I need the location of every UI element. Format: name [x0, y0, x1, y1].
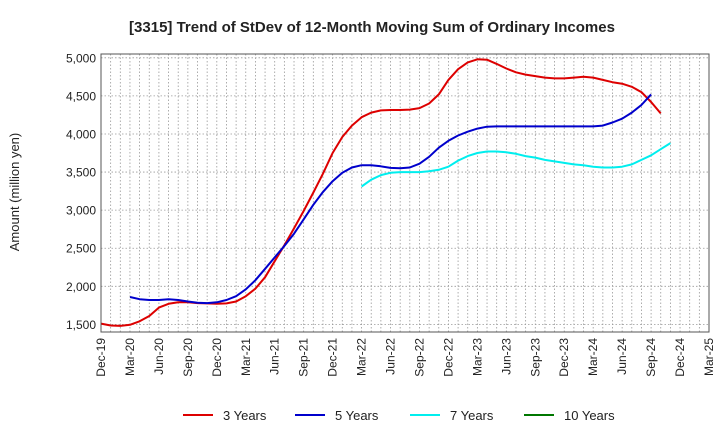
x-tick-label: Mar-21 [239, 338, 253, 376]
x-tick-labels: Dec-19 Mar-20 Jun-20 Sep-20 Dec-20 Mar-21 Jun-… [94, 338, 716, 377]
x-tick-label: Mar-22 [355, 338, 369, 376]
series-line-7-years [361, 142, 671, 188]
x-tick-label: Mar-24 [586, 338, 600, 376]
legend-label: 3 Years [223, 408, 267, 423]
series-line-5-years [129, 93, 652, 305]
x-tick-label: Sep-21 [297, 338, 311, 377]
y-tick-label: 4,500 [66, 89, 96, 103]
x-tick-label: Dec-20 [210, 338, 224, 377]
y-tick-label: 5,000 [66, 51, 96, 65]
x-tick-label: Dec-21 [326, 338, 340, 377]
x-tick-label: Sep-24 [644, 338, 658, 377]
x-tick-label: Dec-24 [673, 338, 687, 377]
chart-title: [3315] Trend of StDev of 12-Month Moving… [129, 19, 615, 36]
x-tick-label: Jun-23 [499, 338, 513, 375]
grid-layer [101, 54, 709, 332]
x-tick-label: Mar-25 [702, 338, 716, 376]
x-tick-label: Sep-20 [181, 338, 195, 377]
x-tick-label: Dec-23 [557, 338, 571, 377]
y-axis-label: Amount (million yen) [7, 133, 22, 252]
legend-label: 5 Years [335, 408, 379, 423]
x-tick-label: Jun-21 [268, 338, 282, 375]
y-tick-label: 1,500 [66, 318, 96, 332]
x-tick-label: Sep-22 [412, 338, 426, 377]
x-tick-label: Dec-22 [441, 338, 455, 377]
plot-area-frame [100, 53, 710, 333]
legend: 3 Years 5 Years 7 Years 10 Years [183, 408, 615, 423]
x-tick-label: Dec-19 [94, 338, 108, 377]
x-tick-label: Jun-24 [615, 338, 629, 375]
x-tick-label: Mar-20 [123, 338, 137, 376]
x-tick-label: Mar-23 [470, 338, 484, 376]
y-tick-label: 3,000 [66, 204, 96, 218]
y-tick-label: 3,500 [66, 166, 96, 180]
y-tick-label: 2,500 [66, 242, 96, 256]
y-tick-label: 2,000 [66, 280, 96, 294]
series-layer [100, 58, 671, 327]
x-tick-label: Sep-23 [528, 338, 542, 377]
x-tick-label: Jun-20 [152, 338, 166, 375]
legend-label: 10 Years [564, 408, 615, 423]
legend-label: 7 Years [450, 408, 494, 423]
y-tick-label: 4,000 [66, 127, 96, 141]
x-tick-label: Jun-22 [384, 338, 398, 375]
y-tick-labels: 1,500 2,000 2,500 3,000 3,500 4,000 4,500 5,000 [66, 51, 96, 332]
